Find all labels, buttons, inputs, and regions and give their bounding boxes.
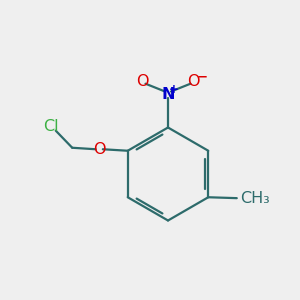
- Text: O: O: [187, 74, 200, 89]
- Text: CH₃: CH₃: [240, 191, 269, 206]
- Text: N: N: [161, 87, 175, 102]
- Text: Cl: Cl: [44, 119, 59, 134]
- Text: O: O: [136, 74, 149, 89]
- Text: O: O: [93, 142, 106, 157]
- Text: −: −: [196, 70, 208, 83]
- Text: +: +: [169, 82, 179, 96]
